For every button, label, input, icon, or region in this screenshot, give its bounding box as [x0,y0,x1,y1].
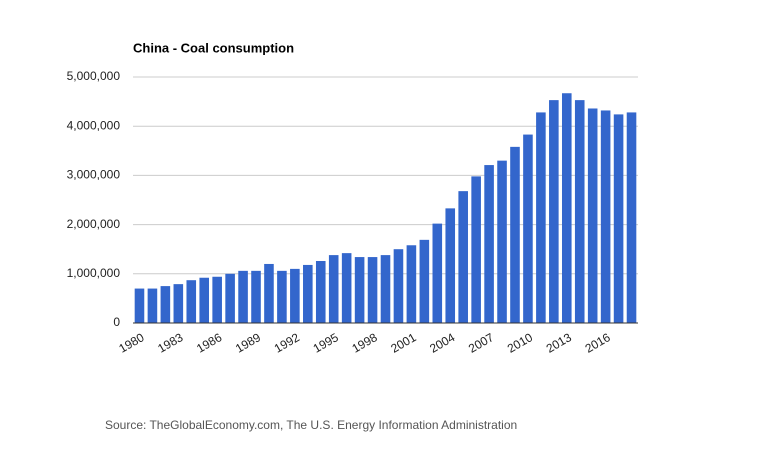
bar [587,108,598,323]
y-tick-label: 5,000,000 [67,69,121,83]
bar [134,288,145,323]
bar [406,245,417,323]
bar [510,146,520,323]
bar [574,100,585,324]
bar [458,191,468,323]
bar [523,134,533,323]
bar [471,176,481,323]
bar [238,270,248,323]
bar [354,257,365,323]
source-note: Source: TheGlobalEconomy.com, The U.S. E… [105,418,517,432]
bar [341,253,352,323]
bar [561,93,572,324]
y-tick-label: 3,000,000 [67,168,121,182]
bar [147,288,158,323]
bar [613,114,624,323]
bar [432,223,443,323]
bar [173,284,184,323]
bar [251,270,261,323]
bar [626,112,637,323]
bar [212,276,222,323]
bar [549,100,559,324]
bar [380,255,391,323]
bar [225,273,235,323]
bar [484,165,494,323]
bar [536,112,546,323]
bar [264,263,274,323]
bar [419,239,430,323]
bar [303,264,313,323]
bar [186,280,197,323]
bar [328,255,339,323]
bar [367,257,378,323]
bar [315,261,326,323]
bar [277,270,287,323]
y-tick-label: 1,000,000 [67,266,121,280]
bar [445,208,456,323]
chart-title: China - Coal consumption [133,40,294,55]
bar [290,268,300,323]
bar [497,160,507,323]
bar [160,286,171,323]
bar [600,110,611,324]
bar [199,277,210,323]
y-tick-label: 2,000,000 [67,217,121,231]
y-tick-label: 4,000,000 [67,118,121,132]
y-tick-label: 0 [113,315,120,329]
bar [393,249,404,323]
